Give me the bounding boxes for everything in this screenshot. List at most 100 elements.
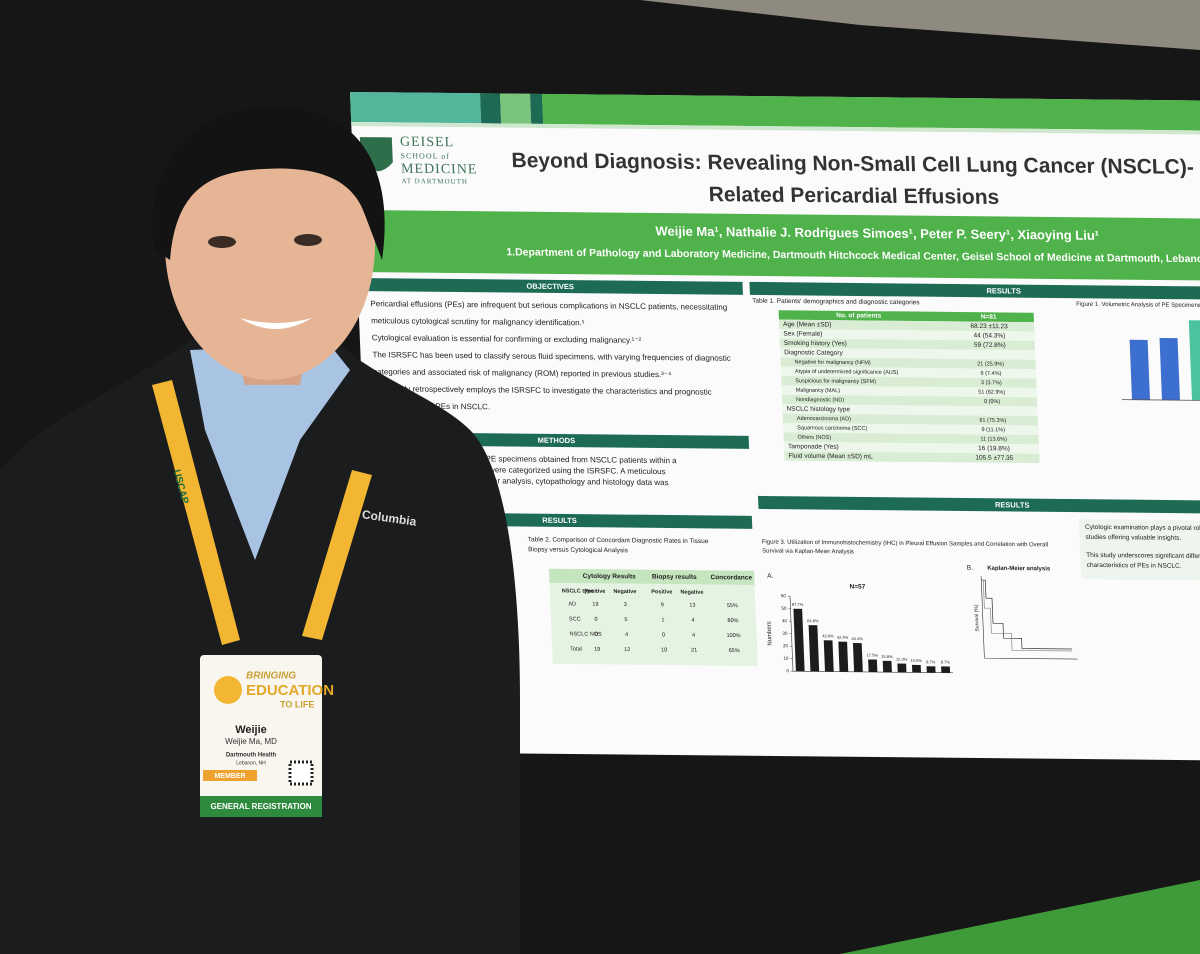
table-cell: Total xyxy=(570,646,582,652)
bar xyxy=(897,663,907,673)
table-cell: 65% xyxy=(729,648,740,654)
figure1-bar xyxy=(1129,339,1151,400)
bar xyxy=(868,659,878,673)
y-tick-label: 60 xyxy=(781,593,787,598)
data-label: 15.8% xyxy=(881,654,893,659)
bar xyxy=(838,641,849,672)
table-cell: 0 xyxy=(595,632,598,638)
objective-line: The ISRSFC has been used to classify ser… xyxy=(372,350,731,363)
figure1-bar xyxy=(1188,320,1200,401)
table-cell: 0 xyxy=(662,632,665,638)
stripe xyxy=(350,92,482,124)
table-cell: 5 xyxy=(624,617,627,623)
table-row xyxy=(778,319,1035,332)
logo-text: MEDICINE xyxy=(401,162,478,178)
conclusion-line: Cytologic examination plays a pivotal ro… xyxy=(1085,524,1200,532)
km-axes xyxy=(980,576,1078,660)
table2-head xyxy=(549,568,755,585)
table-cell: 4 xyxy=(625,632,628,638)
table-cell: 51 (62.9%) xyxy=(978,390,1005,396)
table-cell: NSCLC histology type xyxy=(786,406,850,414)
chart-annotation: N=57 xyxy=(849,584,865,591)
objective-line: This study retrospectively employs the I… xyxy=(374,384,712,396)
table-cell: Malignancy (MAL) xyxy=(796,388,841,394)
table-row xyxy=(781,385,1037,398)
table-row xyxy=(779,329,1035,341)
data-label: 40.4% xyxy=(851,636,863,641)
table-cell: Sex (Female) xyxy=(783,330,822,337)
section-bar xyxy=(758,495,1200,515)
bar xyxy=(852,643,863,672)
table-cell: Diagnostic Category xyxy=(784,349,844,357)
bar xyxy=(882,660,892,673)
objective-line: categories and associated risk of malign… xyxy=(373,367,672,379)
table-cell: 100% xyxy=(726,633,740,639)
table-row xyxy=(782,413,1039,426)
table-row xyxy=(782,404,1038,417)
table-row xyxy=(783,422,1039,435)
table-header-cell: Concordance xyxy=(710,574,752,581)
table-caption: Biopsy versus Cytological Analysis xyxy=(528,546,629,554)
table-cell: 105.5 ±77.35 xyxy=(975,455,1014,462)
table-cell: 55% xyxy=(727,603,738,609)
data-label: 43.9% xyxy=(822,633,834,638)
poster-title: Related Pericardial Effusions xyxy=(708,183,999,209)
figure1-axis xyxy=(1121,399,1200,402)
table-header-cell: Biopsy results xyxy=(652,574,697,581)
hair xyxy=(152,107,385,260)
y-axis-label: Numbers xyxy=(767,621,774,645)
logo-text: AT DARTMOUTH xyxy=(401,177,468,186)
logo-text: GEISEL xyxy=(400,135,455,151)
data-label: 8.7% xyxy=(926,659,936,664)
table-cell: 6 (7.4%) xyxy=(981,371,1002,377)
table-header-cell: Cytology Results xyxy=(583,573,637,581)
objective-line: Pericardial effusions (PEs) are infreque… xyxy=(370,299,727,312)
badge-slogan: BRINGING xyxy=(246,671,296,682)
figure-caption: Figure 1. Volumetric Analysis of PE Spec… xyxy=(1076,302,1200,309)
stripe xyxy=(500,93,532,124)
table-cell: SCC xyxy=(569,616,581,622)
data-label: 17.5% xyxy=(867,653,879,658)
bar xyxy=(808,625,820,672)
wall xyxy=(640,0,1200,50)
figure-caption: Figure 3. Utilization of Immunohistochem… xyxy=(762,540,1048,549)
table-cell: Squamous carcinoma (SCC) xyxy=(797,425,867,432)
table-cell: Nondiagnostic (ND) xyxy=(796,397,844,403)
lanyard xyxy=(152,380,240,645)
objective-line: meticulous cytological scrutiny for mali… xyxy=(371,316,585,327)
eye xyxy=(208,236,236,248)
section-heading: OBJECTIVES xyxy=(526,282,574,291)
km-curve xyxy=(981,579,1073,650)
person: USCAP Columbia BRINGING EDUCATION TO LIF… xyxy=(0,107,520,954)
conclusion-box xyxy=(1078,519,1200,582)
table-cell: 3 (3.7%) xyxy=(981,380,1002,386)
table-cell: 9 (11.1%) xyxy=(981,427,1005,433)
bar xyxy=(823,640,834,672)
table-cell: 10 xyxy=(661,647,667,653)
table-row xyxy=(781,375,1037,388)
chart-title: Kaplan-Meier analysis xyxy=(987,566,1051,573)
badge-organization: Dartmouth Health xyxy=(226,753,277,759)
panel-label: B. xyxy=(967,565,974,572)
table-row xyxy=(783,441,1040,454)
table-header xyxy=(778,310,1034,323)
table-cell: 68.23 ±11.23 xyxy=(970,323,1008,330)
table-cell: 4 xyxy=(692,633,695,639)
y-tick-label: 30 xyxy=(782,631,788,636)
section-heading: RESULTS xyxy=(995,500,1030,509)
bar xyxy=(911,664,921,673)
table-cell: Age (Mean ±SD) xyxy=(783,321,832,328)
badge-slogan: EDUCATION xyxy=(246,682,334,699)
data-label: 87.7% xyxy=(792,602,804,607)
table-cell: 21 (25.9%) xyxy=(977,361,1004,367)
table-cell: Tamponade (Yes) xyxy=(788,443,839,451)
table-cell: AD xyxy=(568,601,576,607)
methods-line: review of clinical history, molecular an… xyxy=(377,475,668,487)
bar xyxy=(926,666,936,673)
table-row xyxy=(779,338,1036,351)
table-cell: 9 xyxy=(661,602,664,608)
table-row xyxy=(780,347,1036,360)
table-header-cell: Positive xyxy=(651,589,672,595)
table-cell: 80% xyxy=(727,618,738,624)
